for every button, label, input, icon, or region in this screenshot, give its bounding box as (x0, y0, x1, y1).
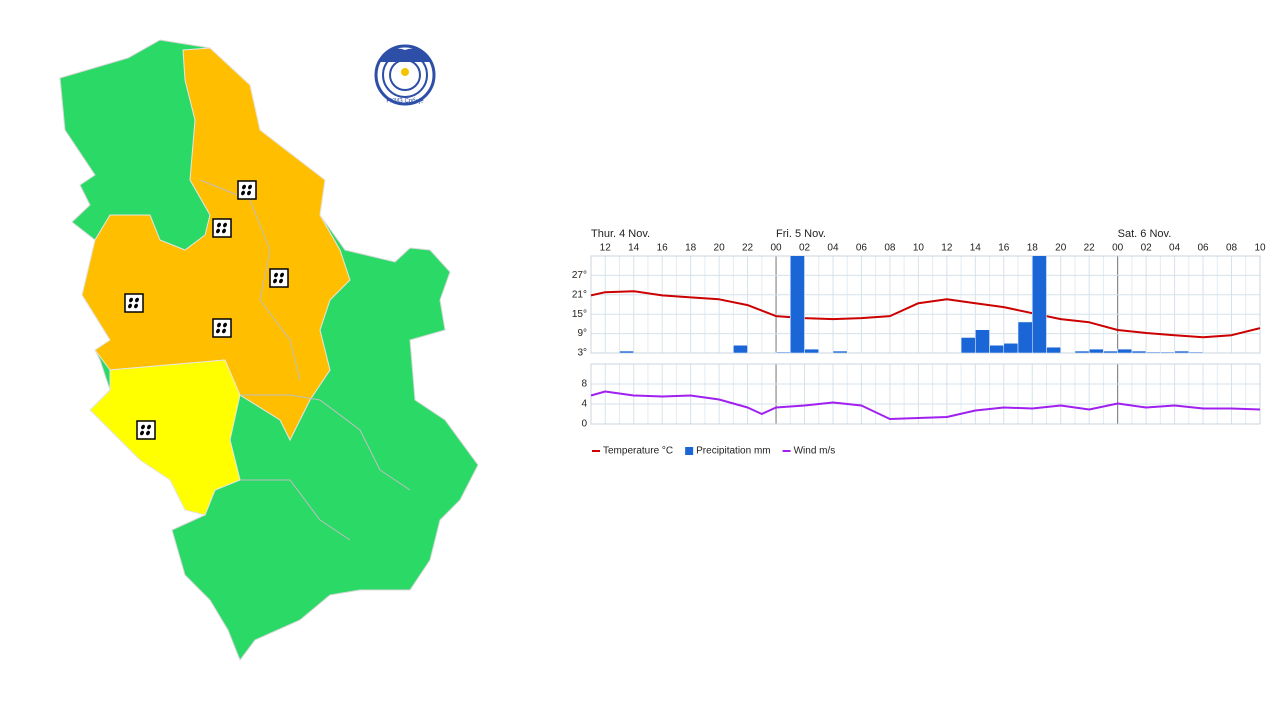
precip-bar (1017, 321, 1033, 353)
precip-bar (733, 344, 748, 353)
x-tick-label: 00 (770, 243, 782, 254)
rain-icon (269, 268, 289, 288)
x-tick-label: 12 (941, 243, 953, 254)
precip-bar (619, 350, 634, 353)
rain-icon (124, 293, 144, 313)
precip-bar (1046, 346, 1061, 353)
logo: РХМЗ Србије (374, 44, 436, 106)
panel-border (590, 363, 1261, 425)
y-tick-label: 4 (581, 399, 587, 410)
rain-icon (237, 180, 257, 200)
x-tick-label: 00 (1112, 243, 1124, 254)
logo-text: РХМЗ Србије (386, 99, 424, 105)
x-tick-label: 16 (657, 243, 669, 254)
y-tick-label: 9° (577, 328, 587, 339)
precip-bar (1074, 350, 1090, 353)
x-tick-label: 10 (913, 243, 925, 254)
y-tick-label: 21° (572, 289, 587, 300)
x-tick-label: 10 (1254, 243, 1266, 254)
day-label: Thur. 4 Nov. (591, 228, 650, 240)
rain-icon (136, 420, 156, 440)
legend-label: Precipitation mm (696, 446, 770, 457)
precip-bar (1145, 351, 1161, 353)
precip-bar (804, 348, 819, 353)
day-label: Sat. 6 Nov. (1118, 228, 1172, 240)
precip-bar (1131, 350, 1147, 353)
legend-swatch (685, 447, 694, 455)
precip-bar (989, 344, 1005, 353)
x-tick-label: 22 (1084, 243, 1096, 254)
rain-icon (212, 218, 232, 238)
rain-icon (212, 318, 232, 338)
x-tick-label: 04 (1169, 243, 1181, 254)
precip-bar (1003, 343, 1019, 353)
y-tick-label: 0 (581, 419, 587, 430)
x-tick-label: 08 (884, 243, 896, 254)
precip-bar (790, 256, 805, 353)
y-tick-label: 15° (572, 309, 587, 320)
map: РХМЗ Србије (59, 39, 479, 662)
legend-label: Wind m/s (794, 446, 836, 457)
panel-border (590, 255, 1261, 354)
x-tick-label: 08 (1226, 243, 1238, 254)
y-tick-label: 3° (577, 348, 587, 359)
x-tick-label: 18 (1027, 243, 1039, 254)
x-tick-label: 06 (1198, 243, 1210, 254)
precip-bar (975, 329, 990, 353)
precip-bar (1160, 351, 1175, 353)
x-tick-label: 06 (856, 243, 868, 254)
x-tick-label: 16 (998, 243, 1010, 254)
x-tick-label: 20 (714, 243, 726, 254)
meteogram: 12 14 16 18 20 22 00 02 04 06 08 10 12 14 16 18 20 22 00 02… (572, 228, 1266, 457)
y-tick-label: 8 (581, 379, 587, 390)
x-tick-label: 04 (827, 243, 839, 254)
precip-bar (1088, 348, 1104, 353)
x-tick-label: 02 (799, 243, 811, 254)
x-tick-label: 22 (742, 243, 754, 254)
precip-bar (1188, 351, 1204, 353)
region-yellow (89, 359, 241, 516)
x-tick-label: 02 (1141, 243, 1153, 254)
panel (591, 256, 1260, 353)
x-tick-label: 14 (628, 243, 640, 254)
precip-bar (1103, 350, 1118, 353)
series-line (590, 290, 1261, 339)
precip-bar (1174, 350, 1190, 353)
precip-bar (832, 350, 848, 353)
x-tick-label: 18 (685, 243, 697, 254)
panel (591, 364, 1260, 424)
day-label: Fri. 5 Nov. (776, 228, 826, 240)
precip-bar (775, 351, 791, 353)
series-line (590, 390, 1261, 420)
x-tick-label: 14 (970, 243, 982, 254)
precip-bar (1117, 348, 1133, 353)
x-tick-label: 12 (600, 243, 612, 254)
legend-label: Temperature °C (603, 446, 673, 457)
y-tick-label: 27° (572, 270, 587, 281)
precip-bar (1032, 256, 1047, 353)
precip-bar (960, 337, 976, 353)
x-tick-label: 20 (1055, 243, 1067, 254)
